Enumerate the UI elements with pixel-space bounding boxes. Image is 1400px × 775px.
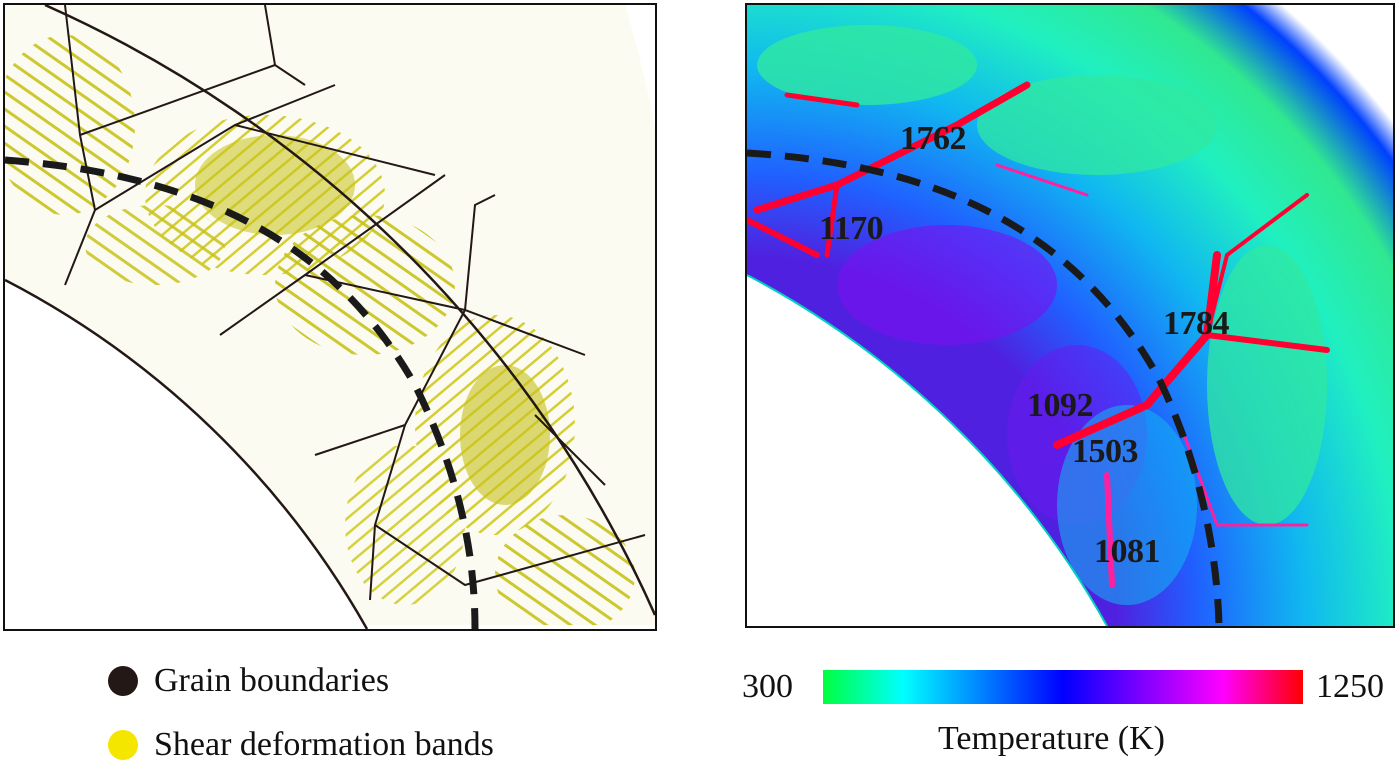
cool-region — [977, 75, 1217, 175]
yellow-dot-icon — [108, 730, 138, 760]
warm-region — [837, 225, 1057, 345]
grain-boundary-lines — [64, 5, 646, 601]
temperature-field-panel: 1762 1170 1784 1092 1503 1081 — [745, 3, 1395, 628]
cool-region — [757, 25, 977, 105]
cool-region — [1207, 245, 1327, 525]
shear-band-region — [195, 135, 355, 235]
colorbar-title: Temperature (K) — [938, 720, 1165, 757]
shear-band-region — [275, 215, 455, 355]
shear-band-region — [495, 515, 635, 625]
colorbar-min-label: 300 — [742, 668, 793, 705]
mid-region — [1057, 405, 1197, 605]
black-dot-icon — [108, 666, 138, 696]
inner-edge — [5, 278, 369, 629]
outer-edge — [44, 5, 655, 616]
legend-item-grain-boundaries: Grain boundaries — [108, 662, 389, 700]
temperature-label: 1503 — [1072, 433, 1139, 470]
temperature-label: 1081 — [1094, 533, 1161, 570]
temperature-label: 1092 — [1027, 387, 1094, 424]
grain-structure-image — [5, 5, 655, 629]
temperature-colorbar — [823, 670, 1303, 704]
legend-item-shear-bands: Shear deformation bands — [108, 726, 494, 764]
temperature-label: 1762 — [900, 120, 967, 157]
shear-band-region — [460, 365, 550, 505]
dashed-centerline — [5, 156, 479, 629]
colorbar-max-label: 1250 — [1316, 668, 1384, 705]
temperature-label: 1170 — [819, 210, 884, 247]
shear-band-region — [85, 205, 225, 285]
legend-label: Grain boundaries — [154, 662, 390, 699]
legend-label: Shear deformation bands — [154, 726, 494, 763]
temperature-field-image — [747, 5, 1393, 626]
dashed-centerline — [747, 149, 1223, 626]
temperature-label: 1784 — [1163, 305, 1230, 342]
inner-edge — [747, 274, 1108, 626]
hot-boundary-streaks — [747, 81, 1330, 588]
grain-structure-panel — [3, 3, 657, 631]
